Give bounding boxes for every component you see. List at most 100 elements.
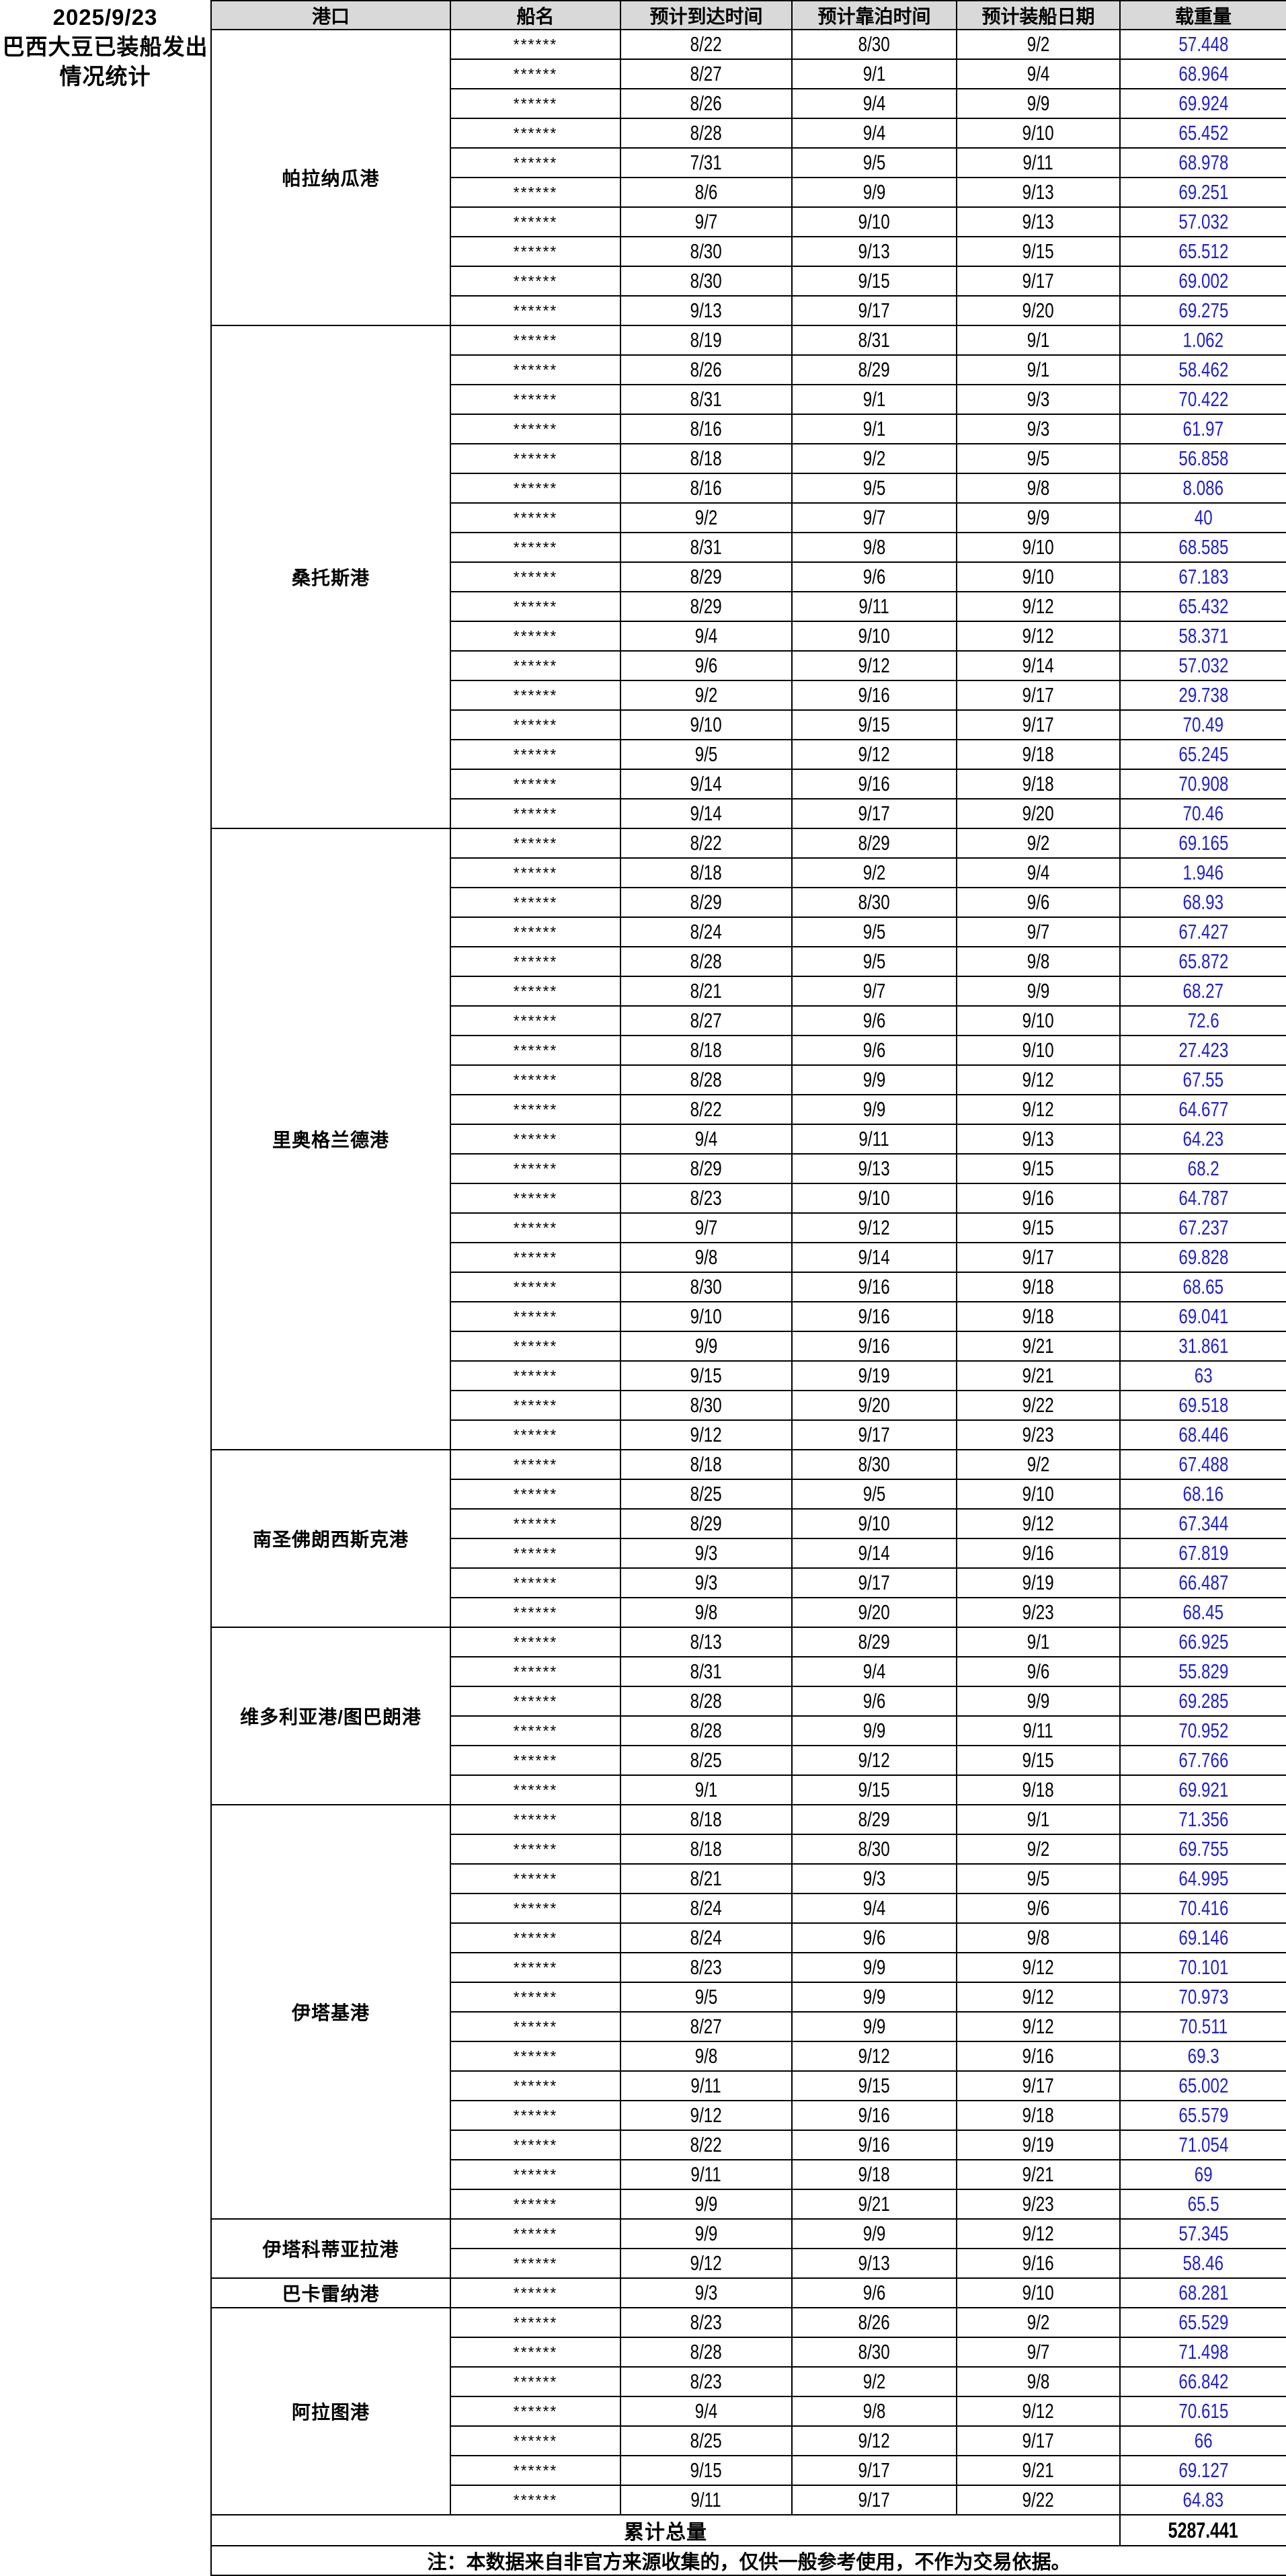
loading-cell: 9/3	[956, 384, 1121, 415]
table-row: ****** 8/6 9/9 9/13 69.251	[211, 177, 1286, 208]
weight-cell: 31.861	[1119, 1331, 1286, 1362]
arrival-cell: 9/3	[620, 1538, 793, 1569]
ship-cell: ******	[450, 680, 621, 711]
berth-cell: 9/2	[791, 2366, 957, 2397]
ship-cell: ******	[450, 1567, 621, 1598]
weight-cell: 70.49	[1119, 709, 1286, 740]
weight-cell-text: 57.032	[1178, 654, 1228, 677]
arrival-cell-text: 8/28	[690, 949, 723, 973]
loading-cell: 9/7	[956, 2337, 1121, 2368]
header-row: 港口 船名 预计到达时间 预计靠泊时间 预计装船日期 载重量	[210, 0, 1286, 30]
weight-cell: 67.237	[1119, 1212, 1286, 1243]
loading-cell: 9/6	[956, 887, 1121, 918]
berth-cell: 9/10	[791, 1508, 957, 1539]
loading-cell-text: 9/3	[1027, 387, 1050, 411]
berth-cell-text: 9/20	[858, 1600, 891, 1624]
loading-cell-text: 9/13	[1022, 210, 1055, 233]
loading-cell-text: 9/15	[1022, 1748, 1055, 1772]
berth-cell-text: 9/15	[858, 1778, 891, 1801]
berth-cell: 8/29	[791, 1804, 957, 1835]
loading-cell: 9/12	[956, 2396, 1121, 2427]
weight-cell-text: 71.054	[1178, 2133, 1228, 2156]
loading-cell: 9/12	[956, 1064, 1121, 1095]
table-row: ****** 9/8 9/14 9/17 69.828	[211, 1242, 1286, 1273]
arrival-cell: 8/16	[620, 473, 793, 504]
loading-cell-text: 9/4	[1027, 62, 1050, 85]
ship-cell: ******	[450, 1715, 621, 1746]
weight-cell: 61.97	[1119, 414, 1286, 444]
weight-cell-text: 65.245	[1178, 742, 1228, 766]
weight-cell: 1.062	[1119, 325, 1286, 356]
berth-cell: 9/9	[791, 1064, 957, 1095]
loading-cell: 9/7	[956, 916, 1121, 947]
berth-cell: 9/4	[791, 88, 957, 119]
arrival-cell: 8/6	[620, 177, 793, 208]
arrival-cell-text: 9/13	[690, 299, 723, 322]
loading-cell: 9/12	[956, 1952, 1121, 1983]
table-row: ****** 8/28 9/6 9/9 69.285	[211, 1686, 1286, 1717]
weight-cell: 67.766	[1119, 1745, 1286, 1776]
ship-cell: ******	[450, 147, 621, 178]
loading-cell: 9/15	[956, 1745, 1121, 1776]
berth-cell: 8/31	[791, 325, 957, 356]
weight-cell: 66.487	[1119, 1567, 1286, 1598]
loading-cell-text: 9/6	[1027, 1660, 1050, 1683]
arrival-cell-text: 8/6	[694, 180, 718, 204]
berth-cell-text: 9/16	[858, 2133, 891, 2156]
arrival-cell-text: 9/5	[694, 742, 718, 766]
berth-cell: 8/26	[791, 2307, 957, 2338]
weight-cell-text: 27.423	[1178, 1038, 1228, 1062]
loading-cell-text: 9/5	[1027, 446, 1050, 470]
arrival-cell-text: 8/18	[690, 861, 723, 884]
arrival-cell-text: 8/24	[690, 920, 723, 943]
arrival-cell: 9/4	[620, 1124, 793, 1155]
berth-cell-text: 8/30	[858, 890, 891, 914]
arrival-cell: 9/7	[620, 206, 793, 237]
berth-cell-text: 9/5	[862, 151, 886, 174]
weight-cell: 65.245	[1119, 739, 1286, 770]
arrival-cell-text: 8/22	[690, 1097, 723, 1121]
ship-cell: ******	[450, 916, 621, 947]
ship-cell: ******	[450, 2366, 621, 2397]
weight-cell-text: 67.427	[1178, 920, 1228, 943]
berth-cell-text: 9/10	[858, 210, 891, 233]
berth-cell-text: 9/6	[862, 2281, 886, 2304]
berth-cell-text: 9/17	[858, 2458, 891, 2482]
loading-cell: 9/8	[956, 946, 1121, 977]
berth-cell-text: 9/6	[862, 1926, 886, 1949]
weight-cell-text: 58.371	[1178, 624, 1228, 648]
loading-cell-text: 9/10	[1022, 1038, 1055, 1062]
arrival-cell-text: 8/24	[690, 1926, 723, 1949]
arrival-cell: 8/29	[620, 1508, 793, 1539]
arrival-cell: 8/29	[620, 561, 793, 592]
berth-cell-text: 9/17	[858, 802, 891, 825]
loading-cell: 9/23	[956, 2189, 1121, 2220]
arrival-cell: 8/26	[620, 88, 793, 119]
ship-cell: ******	[450, 1212, 621, 1243]
loading-cell: 9/21	[956, 1360, 1121, 1391]
weight-cell-text: 57.032	[1178, 210, 1228, 233]
ship-cell: ******	[450, 1834, 621, 1865]
arrival-cell: 9/2	[620, 680, 793, 711]
loading-cell: 9/18	[956, 769, 1121, 799]
table-row: ****** 8/28 8/30 9/7 71.498	[211, 2337, 1286, 2368]
weight-cell: 1.946	[1119, 857, 1286, 888]
arrival-cell-text: 8/28	[690, 2340, 723, 2364]
ship-cell: ******	[450, 177, 621, 208]
weight-cell: 72.6	[1119, 1005, 1286, 1036]
arrival-cell-text: 9/2	[694, 506, 718, 529]
berth-cell-text: 9/15	[858, 269, 891, 292]
berth-cell: 9/9	[791, 1094, 957, 1125]
weight-cell: 67.819	[1119, 1538, 1286, 1569]
ship-cell: ******	[450, 532, 621, 563]
weight-cell: 66.925	[1119, 1627, 1286, 1657]
loading-cell: 9/6	[956, 1656, 1121, 1687]
arrival-cell: 9/3	[620, 2277, 793, 2308]
loading-cell: 9/17	[956, 680, 1121, 711]
col-header-port: 港口	[210, 0, 451, 30]
loading-cell: 9/10	[956, 1479, 1121, 1510]
table-row: ****** 9/2 9/16 9/17 29.738	[211, 680, 1286, 711]
weight-cell: 70.511	[1119, 2011, 1286, 2042]
berth-cell-text: 9/15	[858, 713, 891, 736]
table-row: ****** 8/25 9/12 9/17 66	[211, 2425, 1286, 2456]
